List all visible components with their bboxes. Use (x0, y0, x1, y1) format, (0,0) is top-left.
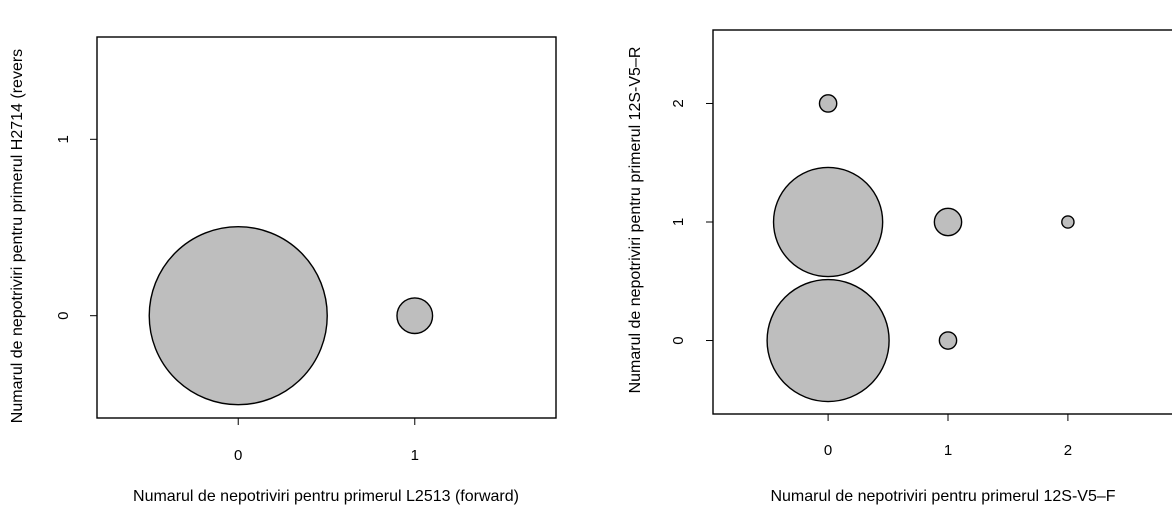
x-tick-label: 1 (411, 447, 419, 464)
y-tick-label: 1 (55, 135, 72, 143)
bubble-point (772, 166, 884, 278)
y-tick-label: 2 (670, 99, 687, 107)
bubble-point (148, 225, 328, 406)
bubbles (766, 94, 1075, 403)
bubble-point (818, 94, 838, 113)
y-axis: 01 (55, 135, 98, 320)
x-tick-label: 2 (1064, 442, 1072, 459)
x-tick-label: 0 (234, 447, 242, 464)
y-axis: 0 1 2 (670, 99, 714, 345)
x-axis-title: Numarul de nepotriviri pentru primerul L… (133, 488, 519, 505)
y-axis-title: Numarul de nepotriviri pentru primerul H… (9, 49, 26, 423)
bubble-point (396, 297, 434, 335)
x-axis: 0 1 2 (824, 413, 1072, 459)
y-tick-label: 1 (670, 218, 687, 226)
bubble-point (938, 331, 958, 350)
bubble-point (933, 207, 963, 237)
bubble-point (766, 278, 890, 403)
x-axis-title: Numarul de nepotriviri pentru primerul 1… (770, 488, 1115, 505)
chart-panel-2: 0 1 2 0 1 2 Numarul de nepotriviri pentru pr… (627, 29, 1172, 505)
x-tick-label: 0 (824, 442, 832, 459)
y-tick-label: 0 (670, 336, 687, 344)
bubbles (148, 225, 434, 406)
y-axis-title: Numarul de nepotriviri pentru primerul 1… (627, 47, 644, 394)
y-tick-label: 0 (55, 312, 72, 320)
bubble-point (1061, 215, 1075, 229)
x-tick-label: 1 (944, 442, 952, 459)
